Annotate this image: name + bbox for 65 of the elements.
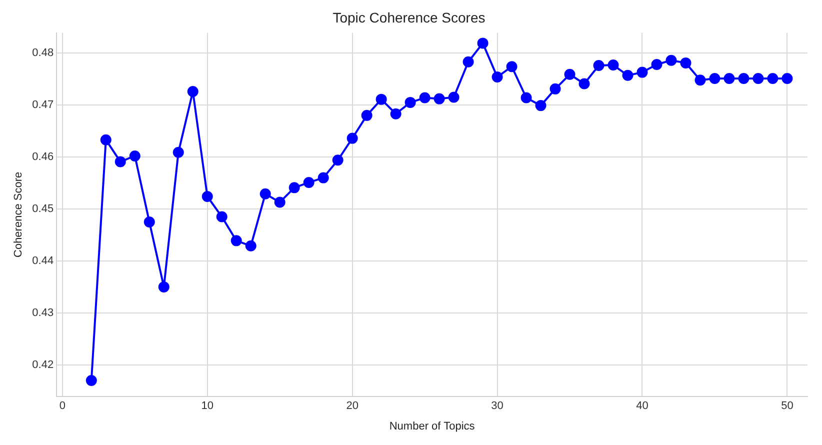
point	[752, 73, 764, 84]
x-tick-label: 10	[201, 400, 214, 412]
point	[477, 38, 488, 49]
point	[767, 73, 778, 84]
point	[636, 66, 648, 78]
point	[622, 70, 634, 81]
point	[260, 188, 271, 200]
point	[245, 240, 256, 252]
point	[346, 132, 358, 144]
point	[216, 211, 228, 222]
point	[288, 182, 300, 194]
point	[376, 94, 387, 105]
point	[724, 73, 735, 84]
y-tick-label: 0.42	[32, 358, 54, 371]
point	[332, 154, 344, 166]
point	[550, 83, 561, 94]
y-tick-label: 0.48	[32, 47, 54, 60]
point	[230, 235, 242, 246]
point	[202, 191, 213, 202]
point	[593, 60, 604, 72]
y-tick-label: 0.44	[32, 254, 54, 267]
point	[144, 216, 155, 228]
y-tick-label: 0.43	[32, 306, 54, 319]
x-axis-title: Number of Topics	[389, 420, 476, 432]
point	[404, 96, 416, 108]
point	[158, 281, 170, 292]
point	[578, 78, 590, 90]
point	[520, 92, 532, 104]
point	[187, 86, 198, 98]
point	[172, 146, 184, 158]
point	[129, 150, 140, 162]
point	[390, 108, 402, 120]
chart-title: Topic Coherence Scores	[332, 9, 486, 26]
point	[564, 68, 576, 80]
y-tick-label: 0.47	[32, 99, 54, 112]
point	[434, 93, 445, 104]
point	[608, 60, 619, 71]
point	[738, 73, 750, 84]
point	[86, 374, 97, 386]
point	[462, 56, 474, 68]
point	[274, 196, 286, 208]
x-tick-label: 0	[59, 400, 66, 412]
point	[506, 61, 518, 72]
point	[666, 54, 677, 66]
x-tick-label: 20	[346, 400, 358, 412]
point	[448, 92, 460, 103]
point	[492, 71, 503, 82]
point	[694, 74, 706, 86]
y-tick-label: 0.46	[32, 151, 54, 164]
point	[100, 134, 112, 146]
point	[419, 92, 430, 104]
point	[361, 110, 372, 121]
x-tick-label: 30	[491, 400, 504, 412]
point	[535, 100, 546, 112]
x-tick-label: 40	[636, 400, 648, 412]
point	[680, 57, 692, 68]
point	[782, 73, 793, 84]
point	[318, 172, 329, 184]
x-tick-label: 50	[781, 400, 794, 412]
y-tick-label: 0.45	[32, 203, 54, 216]
y-axis-title: Coherence Score	[12, 172, 25, 258]
point	[303, 176, 314, 188]
point	[709, 73, 720, 84]
point	[114, 156, 126, 168]
point	[651, 59, 662, 70]
